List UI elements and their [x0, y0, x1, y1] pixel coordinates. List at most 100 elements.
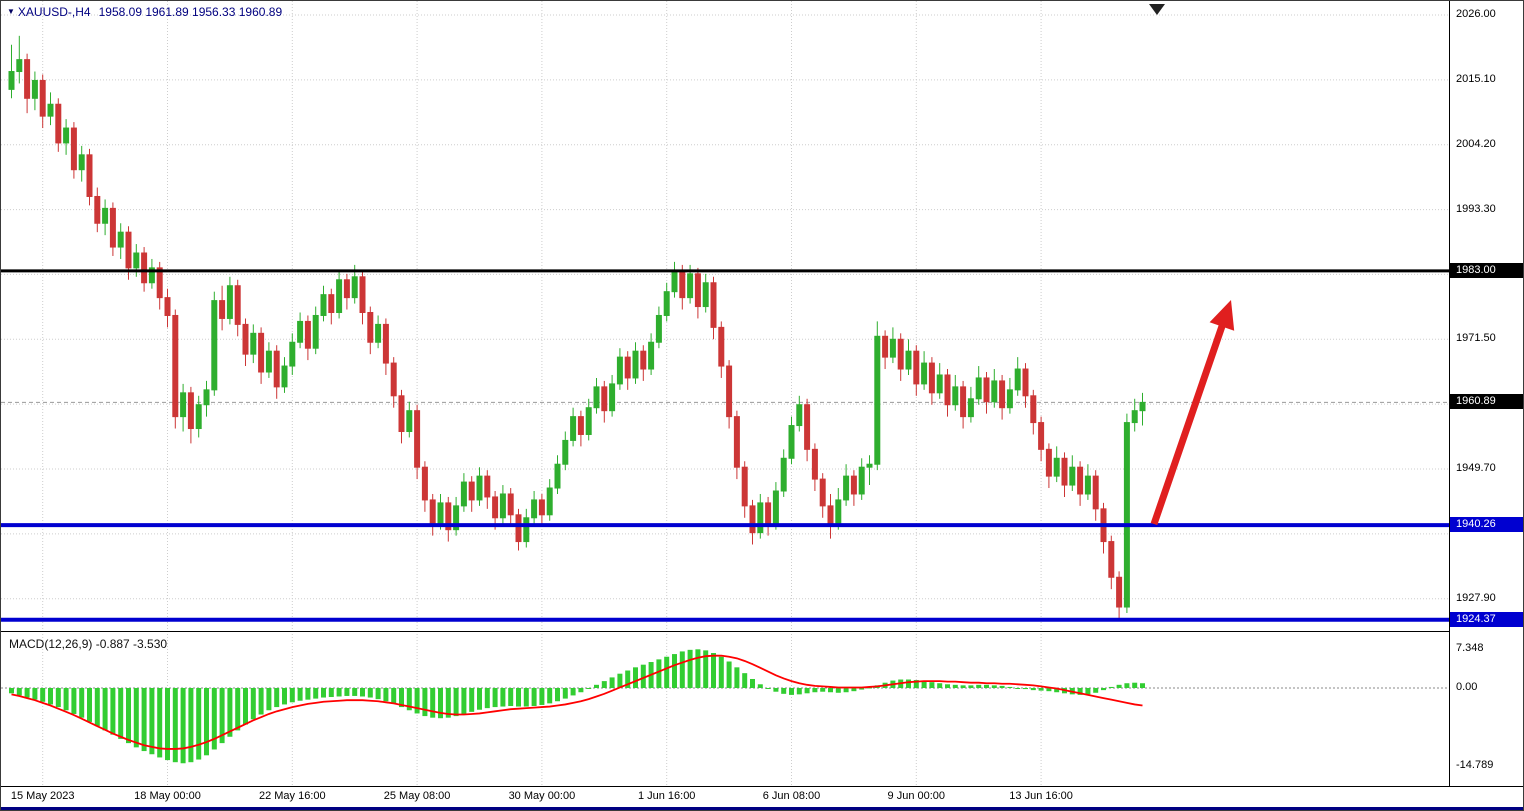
macd-histogram-bar: [149, 688, 155, 755]
candle-body: [336, 279, 343, 313]
candle-body: [86, 154, 93, 197]
macd-histogram-bar: [360, 688, 365, 697]
candle-body: [476, 475, 483, 501]
candle-body: [999, 380, 1006, 409]
candle-body: [858, 466, 865, 495]
candle-body: [102, 207, 109, 224]
price-tick-label: 1949.70: [1456, 461, 1496, 474]
macd-histogram-bar: [79, 688, 85, 718]
time-axis-label: 30 May 00:00: [508, 790, 576, 802]
macd-histogram-bar: [16, 688, 22, 696]
macd-histogram-bar: [1108, 686, 1114, 688]
candle-body: [882, 335, 889, 358]
time-axis-label: 15 May 2023: [10, 790, 75, 802]
macd-histogram-bar: [87, 688, 92, 722]
chart-header: ▼ XAUUSD-,H4 1958.09 1961.89 1956.33 1960.…: [7, 5, 282, 19]
candle-body: [640, 350, 647, 370]
candle-body: [1006, 389, 1013, 409]
macd-histogram-bar: [477, 688, 482, 710]
candle-body: [156, 267, 163, 299]
macd-histogram-bar: [133, 688, 139, 748]
macd-histogram-bar: [617, 673, 623, 688]
price-level-badge: 1960.89: [1450, 394, 1523, 410]
macd-histogram-bar: [165, 688, 170, 761]
chart-shift-marker[interactable]: [1149, 4, 1165, 15]
candle-body: [109, 207, 116, 248]
candle-body: [484, 475, 491, 498]
macd-histogram-bar: [227, 688, 233, 737]
candle-body: [804, 404, 811, 450]
candle-body: [453, 505, 460, 531]
candle-body: [616, 356, 623, 385]
macd-histogram-bar: [1015, 688, 1021, 689]
candle-body: [1123, 422, 1130, 608]
candle-body: [312, 314, 319, 349]
macd-histogram-bar: [687, 649, 693, 688]
pane-separator-main-macd[interactable]: [1, 631, 1523, 632]
macd-histogram-bar: [180, 688, 186, 764]
macd-histogram-bar: [274, 688, 280, 708]
macd-histogram-bar: [141, 688, 147, 752]
candle-body: [983, 377, 990, 403]
macd-histogram-bar: [547, 688, 553, 704]
macd-histogram-bar: [328, 688, 334, 698]
macd-histogram-bar: [204, 688, 209, 756]
candle-body: [242, 323, 249, 355]
candle-body: [1030, 395, 1037, 424]
candle-body: [928, 362, 935, 394]
macd-histogram-bar: [781, 688, 787, 694]
macd-histogram-bar: [118, 688, 124, 739]
macd-histogram-bar: [40, 688, 46, 702]
macd-histogram-bar: [196, 688, 202, 760]
candle-body: [757, 502, 764, 534]
macd-histogram-bar: [523, 688, 529, 707]
macd-histogram-bar: [991, 685, 997, 688]
candle-body: [609, 383, 616, 412]
macd-histogram-bar: [188, 688, 194, 763]
macd-histogram-bar: [406, 688, 412, 711]
price-scale[interactable]: 2026.00 2015.10 2004.20 1993.30 1971.50 1949.…: [1450, 1, 1523, 786]
candle-body: [960, 386, 967, 418]
candle-body: [414, 410, 421, 468]
time-axis[interactable]: 15 May 2023 18 May 00:00 22 May 16:00 25 Ma…: [1, 787, 1523, 807]
macd-histogram-bar: [726, 661, 732, 688]
chart-canvas[interactable]: [1, 1, 1449, 786]
macd-histogram-bar: [1007, 686, 1013, 688]
symbol-dropdown-icon[interactable]: ▼: [7, 7, 15, 16]
macd-histogram-bar: [835, 688, 841, 693]
candle-body: [835, 499, 842, 525]
candle-body: [398, 395, 405, 432]
price-tick-label: 1971.50: [1456, 332, 1496, 345]
macd-histogram-bar: [453, 688, 459, 717]
candle-body: [304, 320, 311, 349]
macd-histogram-bar: [765, 688, 771, 689]
macd-histogram-bar: [601, 681, 607, 688]
candle-body: [562, 439, 569, 465]
candle-body: [843, 475, 850, 501]
candle-body: [1069, 466, 1076, 486]
trend-arrow-head[interactable]: [1209, 300, 1235, 331]
candle-body: [16, 59, 23, 73]
macd-histogram-bar: [640, 664, 646, 688]
macd-histogram-bar: [1054, 688, 1060, 693]
macd-histogram-bar: [937, 683, 943, 688]
candle-body: [320, 294, 327, 316]
candle-body: [70, 127, 77, 171]
macd-histogram-bar: [984, 684, 989, 688]
macd-histogram-bar: [703, 650, 709, 688]
candle-body: [273, 350, 280, 388]
macd-histogram-bar: [24, 688, 30, 698]
macd-histogram-bar: [1030, 688, 1036, 691]
macd-histogram-bar: [102, 688, 108, 731]
macd-histogram-bar: [672, 654, 677, 688]
trend-arrow-shaft[interactable]: [1150, 319, 1228, 526]
macd-histogram-bar: [1023, 688, 1028, 690]
candle-body: [8, 71, 15, 90]
candle-body: [671, 270, 678, 293]
macd-histogram-bar: [804, 688, 810, 694]
macd-histogram-bar: [999, 685, 1005, 688]
candle-body: [733, 416, 740, 468]
macd-histogram-bar: [1124, 683, 1130, 688]
macd-histogram-bar: [851, 688, 857, 692]
macd-histogram-bar: [539, 688, 545, 705]
